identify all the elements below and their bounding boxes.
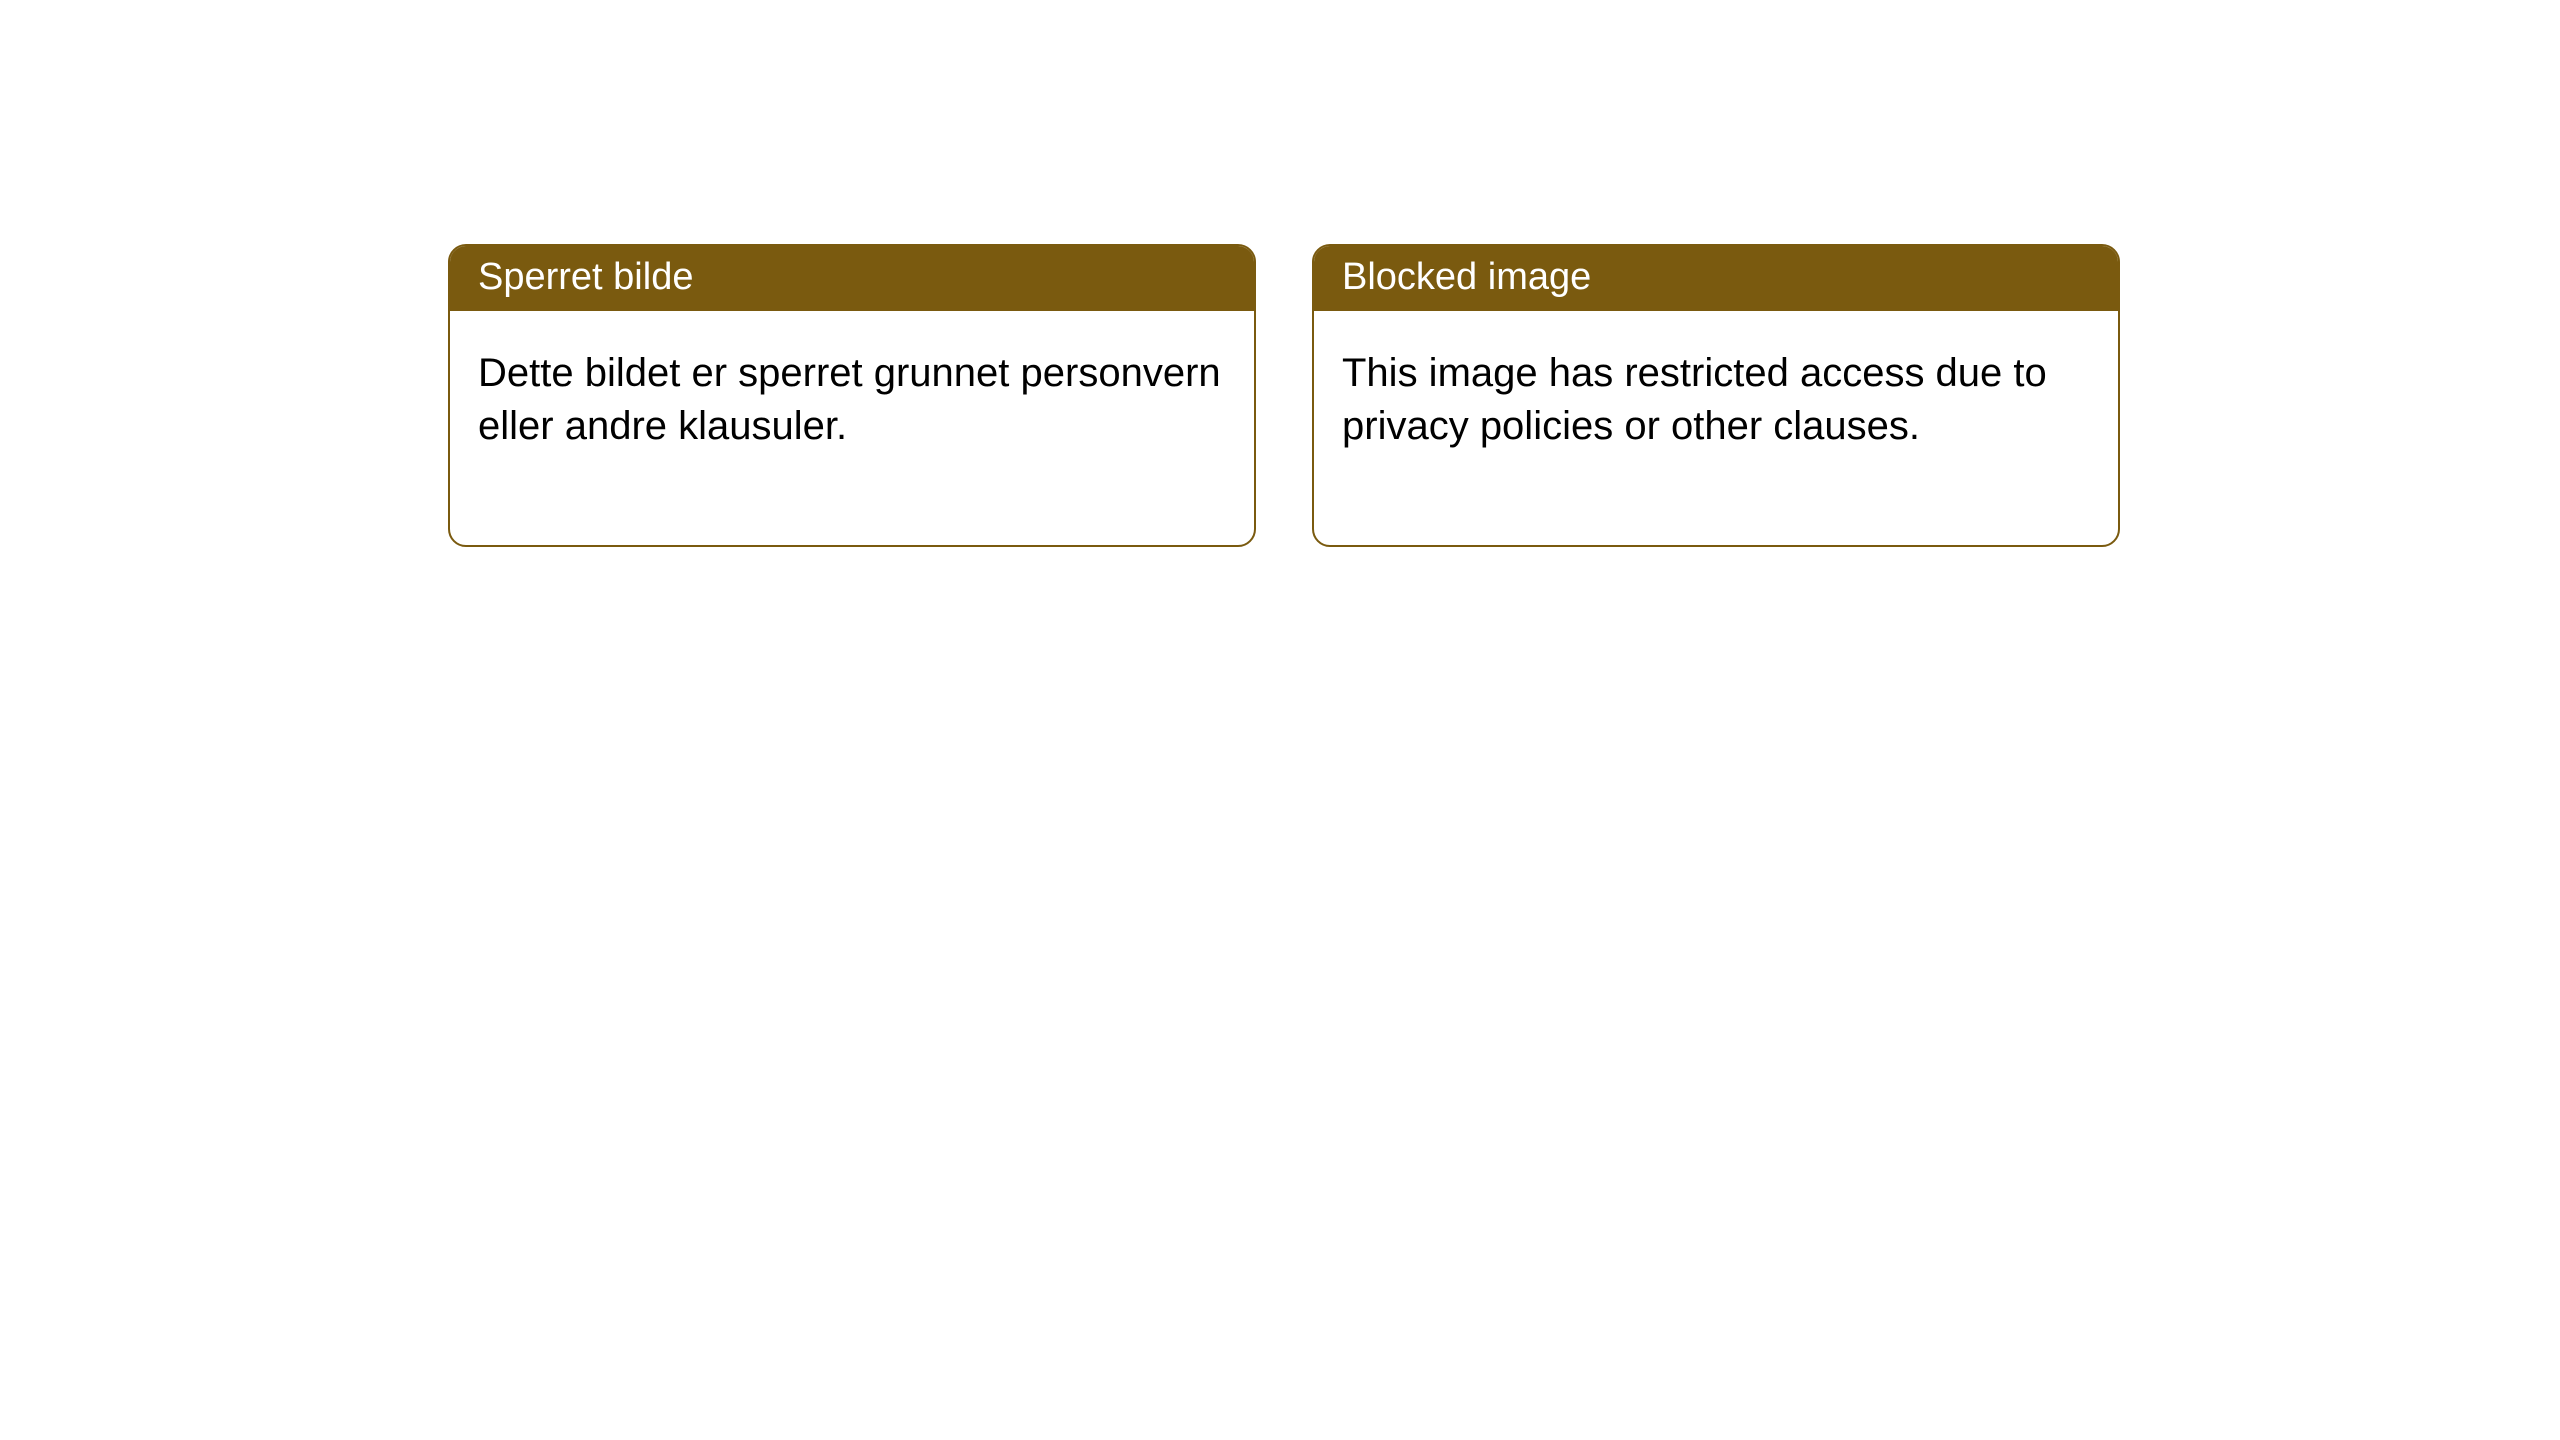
notice-header: Blocked image [1314,246,2118,311]
notice-header: Sperret bilde [450,246,1254,311]
notice-container: Sperret bilde Dette bildet er sperret gr… [0,0,2560,547]
notice-card-english: Blocked image This image has restricted … [1312,244,2120,547]
notice-body-text: Dette bildet er sperret grunnet personve… [478,351,1221,448]
notice-body: Dette bildet er sperret grunnet personve… [450,311,1254,545]
notice-title: Blocked image [1342,256,1591,298]
notice-card-norwegian: Sperret bilde Dette bildet er sperret gr… [448,244,1256,547]
notice-body-text: This image has restricted access due to … [1342,351,2047,448]
notice-title: Sperret bilde [478,256,693,298]
notice-body: This image has restricted access due to … [1314,311,2118,545]
